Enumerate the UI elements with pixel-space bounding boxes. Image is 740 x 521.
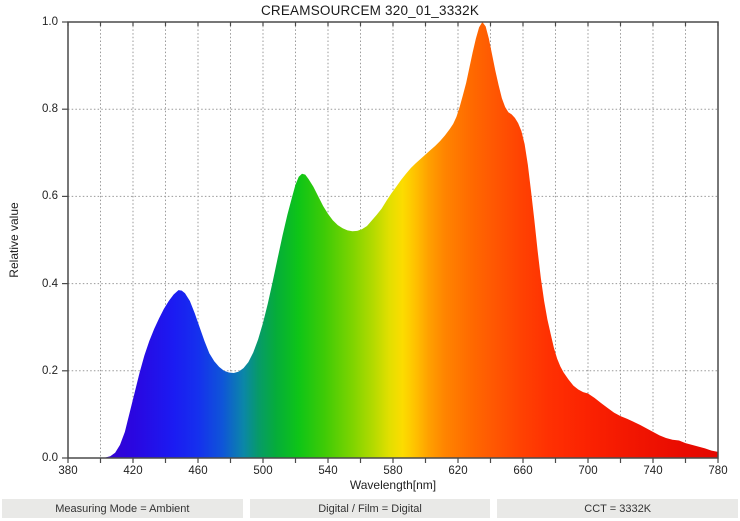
x-tick-label: 700 [578, 465, 598, 477]
y-tick-label: 0.4 [42, 277, 58, 290]
x-tick-label: 500 [253, 465, 273, 477]
x-tick-label: 420 [123, 465, 143, 477]
status-bar: Measuring Mode = Ambient Digital / Film … [2, 499, 739, 518]
x-tick-label: 380 [58, 465, 78, 477]
status-measuring-mode: Measuring Mode = Ambient [2, 499, 243, 518]
x-tick-label: 460 [188, 465, 208, 477]
status-cct: CCT = 3332K [497, 499, 739, 518]
chart-title: CREAMSOURCEM 320_01_3332K [260, 3, 480, 18]
y-axis-title: Relative value [7, 202, 21, 278]
status-digital-film: Digital / Film = Digital [249, 499, 491, 518]
y-tick-label: 0.8 [42, 103, 58, 116]
y-tick-label: 0.0 [42, 452, 58, 464]
x-tick-label: 540 [318, 465, 338, 477]
x-tick-label: 740 [643, 465, 663, 477]
x-tick-label: 580 [383, 465, 403, 477]
x-tick-label: 620 [448, 465, 468, 477]
x-axis-title: Wavelength[nm] [349, 478, 437, 492]
y-tick-label: 1.0 [42, 16, 58, 28]
x-tick-label: 780 [708, 465, 728, 477]
x-tick-label: 660 [513, 465, 533, 477]
y-tick-label: 0.6 [42, 190, 58, 203]
y-tick-label: 0.2 [42, 364, 58, 377]
